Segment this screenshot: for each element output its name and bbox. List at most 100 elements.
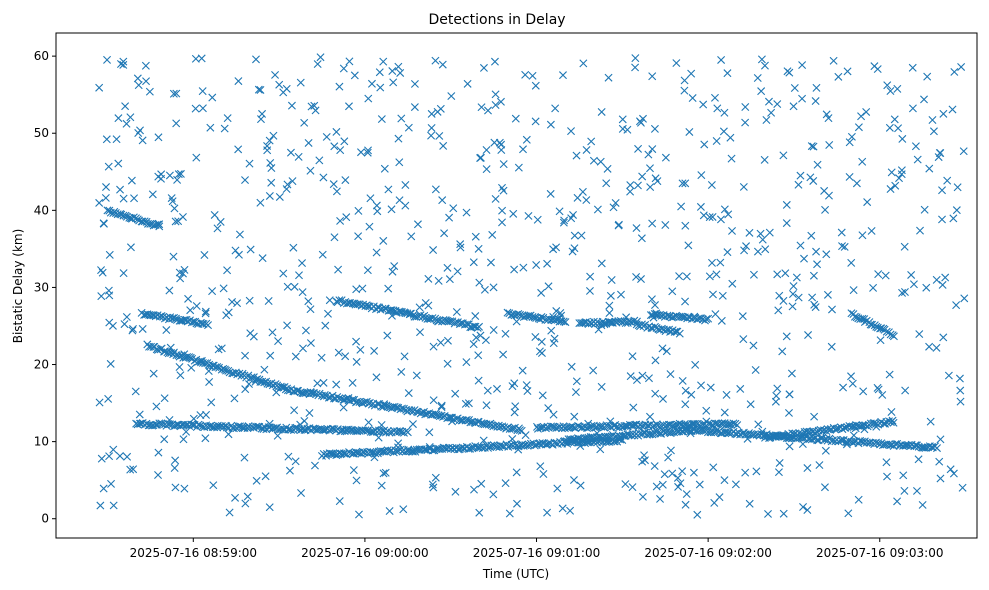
detection-point (102, 183, 111, 192)
detection-point (753, 74, 762, 82)
detection-point (431, 473, 440, 482)
detection-point (709, 463, 718, 472)
detection-point (512, 317, 521, 326)
detection-point (288, 177, 297, 186)
detection-point (127, 176, 136, 185)
detection-point (890, 115, 899, 124)
detection-point (429, 246, 438, 255)
detection-point (184, 294, 193, 303)
detection-point (536, 462, 545, 471)
detection-point (197, 54, 206, 63)
detection-point (851, 424, 860, 433)
detection-point (715, 493, 724, 502)
detection-point (395, 427, 404, 436)
detection-point (788, 302, 797, 311)
detection-point (672, 59, 681, 68)
detection-point (876, 336, 885, 345)
detection-point (401, 201, 410, 210)
detection-point (317, 353, 326, 362)
detection-point (483, 386, 492, 395)
detection-point (622, 313, 631, 322)
detection-point (886, 441, 895, 450)
detection-point (668, 287, 677, 296)
detection-point (394, 62, 403, 71)
detection-point (936, 435, 945, 444)
detection-point (651, 301, 659, 310)
detection-point (471, 322, 480, 331)
detection-point (895, 174, 904, 183)
detection-point (329, 180, 338, 189)
detection-point (384, 284, 393, 293)
detection-point (664, 453, 673, 462)
detection-point (366, 447, 375, 456)
detection-point (480, 285, 489, 294)
detection-point (166, 343, 175, 352)
detection-point (543, 259, 552, 268)
detection-point (120, 320, 129, 329)
detection-point (265, 136, 274, 145)
detection-point (154, 448, 163, 457)
detection-point (172, 119, 181, 128)
detection-point (233, 299, 242, 308)
detection-point (390, 262, 399, 271)
detection-point (475, 278, 484, 287)
detection-point (286, 148, 295, 157)
detection-point (757, 87, 766, 96)
detection-point (511, 114, 520, 123)
detection-point (589, 156, 598, 165)
detection-point (335, 497, 344, 506)
detection-point (928, 116, 937, 125)
detection-point (335, 296, 344, 305)
detection-point (950, 67, 959, 76)
detection-point (944, 371, 953, 380)
detection-point (682, 490, 691, 499)
detection-point (320, 390, 329, 399)
detection-point (657, 324, 666, 333)
detection-point (334, 265, 343, 274)
detection-point (660, 470, 669, 479)
detection-point (820, 435, 829, 444)
detection-point (297, 489, 306, 498)
detection-point (265, 419, 274, 428)
detection-point (439, 141, 448, 150)
detection-point (231, 246, 240, 255)
detection-point (339, 64, 348, 73)
detection-point (498, 218, 507, 227)
detection-point (330, 233, 339, 242)
detection-point (283, 282, 292, 291)
detection-point (765, 228, 774, 237)
detection-point (456, 444, 465, 453)
detection-point (773, 100, 782, 109)
detection-point (379, 57, 388, 66)
detection-point (157, 170, 166, 179)
detection-point (638, 492, 647, 501)
detection-point (135, 419, 144, 428)
detection-point (440, 229, 449, 238)
detection-point (782, 219, 791, 228)
detection-point (582, 145, 591, 154)
detection-point (209, 481, 218, 490)
detection-point (663, 311, 672, 320)
detection-point (178, 213, 187, 221)
detection-point (149, 369, 158, 378)
detection-point (416, 328, 424, 337)
detection-point (743, 434, 752, 443)
detection-point (349, 466, 358, 475)
detection-point (893, 497, 902, 506)
detection-point (176, 371, 185, 380)
detection-point (443, 336, 452, 345)
detection-point (403, 309, 412, 318)
detection-point (922, 283, 931, 292)
detection-point (929, 127, 938, 136)
detection-point (496, 97, 505, 106)
detection-point (702, 417, 711, 426)
detection-point (449, 204, 458, 213)
detection-point (448, 417, 457, 426)
detection-point (582, 196, 591, 205)
detection-point (687, 69, 696, 78)
detection-point (332, 187, 341, 196)
detection-point (597, 259, 606, 268)
detection-point (138, 136, 147, 145)
detection-point (298, 288, 307, 297)
detection-point (283, 180, 292, 189)
